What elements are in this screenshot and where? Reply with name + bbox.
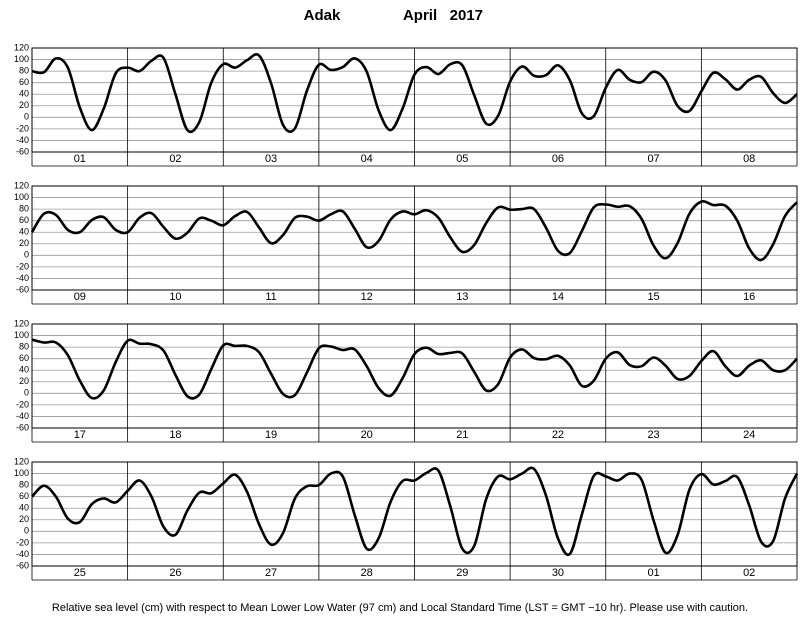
y-tick-label: -40 [16, 411, 29, 421]
y-tick-label: 120 [14, 318, 29, 328]
day-label: 17 [74, 429, 86, 441]
y-tick-label: -40 [16, 549, 29, 559]
caption: Relative sea level (cm) with respect to … [52, 602, 748, 614]
y-tick-label: 60 [19, 215, 29, 225]
day-label: 16 [743, 291, 755, 303]
day-label: 26 [169, 567, 181, 579]
day-label: 29 [456, 567, 468, 579]
plot-frame [31, 47, 798, 153]
y-tick-label: 100 [14, 54, 29, 64]
y-tick-label: 120 [14, 180, 29, 190]
y-tick-label: 60 [19, 77, 29, 87]
day-label: 14 [552, 291, 564, 303]
y-tick-label: 100 [14, 330, 29, 340]
y-tick-label: 0 [24, 388, 29, 398]
y-tick-label: 80 [19, 341, 29, 351]
day-label: 03 [265, 153, 277, 165]
day-label: 09 [74, 291, 86, 303]
day-label: 18 [169, 429, 181, 441]
tide-line [31, 53, 798, 134]
day-label: 21 [456, 429, 468, 441]
plot-frame [31, 185, 798, 291]
day-label: 24 [743, 429, 755, 441]
y-tick-label: -20 [16, 537, 29, 547]
y-tick-label: 80 [19, 479, 29, 489]
y-tick-label: 20 [19, 514, 29, 524]
y-tick-label: 60 [19, 353, 29, 363]
chart-date: April 2017 [403, 7, 483, 24]
chart-title: Adak [304, 7, 341, 24]
y-tick-label: 120 [14, 456, 29, 466]
y-tick-label: 40 [19, 365, 29, 375]
y-tick-label: 60 [19, 491, 29, 501]
y-tick-label: -60 [16, 422, 29, 432]
y-tick-label: -60 [16, 284, 29, 294]
tide-line [31, 466, 799, 557]
y-tick-label: -20 [16, 123, 29, 133]
y-tick-label: -20 [16, 261, 29, 271]
plot-frame [31, 461, 798, 567]
y-tick-label: 80 [19, 203, 29, 213]
day-label: 01 [647, 567, 659, 579]
y-tick-label: 0 [24, 526, 29, 536]
y-tick-label: 100 [14, 192, 29, 202]
y-tick-label: 0 [24, 112, 29, 122]
day-label: 08 [743, 153, 755, 165]
day-label: 07 [647, 153, 659, 165]
day-label: 02 [743, 567, 755, 579]
day-label: 30 [552, 567, 564, 579]
day-label: 23 [647, 429, 659, 441]
y-tick-label: 100 [14, 468, 29, 478]
y-tick-label: -20 [16, 399, 29, 409]
day-label: 19 [265, 429, 277, 441]
day-label: 10 [169, 291, 181, 303]
tide-line [30, 200, 798, 262]
y-tick-label: 40 [19, 227, 29, 237]
day-label: 12 [361, 291, 373, 303]
y-tick-label: 20 [19, 238, 29, 248]
day-label: 15 [647, 291, 659, 303]
day-label: 13 [456, 291, 468, 303]
y-tick-label: -60 [16, 146, 29, 156]
day-label: 22 [552, 429, 564, 441]
y-tick-label: -40 [16, 273, 29, 283]
day-label: 01 [74, 153, 86, 165]
day-label: 02 [169, 153, 181, 165]
day-label: 06 [552, 153, 564, 165]
day-label: 28 [361, 567, 373, 579]
plot-frame [31, 323, 798, 429]
y-tick-label: 40 [19, 503, 29, 513]
day-label: 20 [361, 429, 373, 441]
day-label: 25 [74, 567, 86, 579]
y-tick-label: -40 [16, 135, 29, 145]
day-label: 05 [456, 153, 468, 165]
y-tick-label: -60 [16, 560, 29, 570]
day-label: 04 [361, 153, 373, 165]
y-tick-label: 20 [19, 100, 29, 110]
y-tick-label: 120 [14, 42, 29, 52]
y-tick-label: 0 [24, 250, 29, 260]
y-tick-label: 20 [19, 376, 29, 386]
y-tick-label: 80 [19, 65, 29, 75]
day-label: 27 [265, 567, 277, 579]
y-tick-label: 40 [19, 89, 29, 99]
tide-line [31, 338, 798, 400]
day-label: 11 [265, 291, 276, 303]
